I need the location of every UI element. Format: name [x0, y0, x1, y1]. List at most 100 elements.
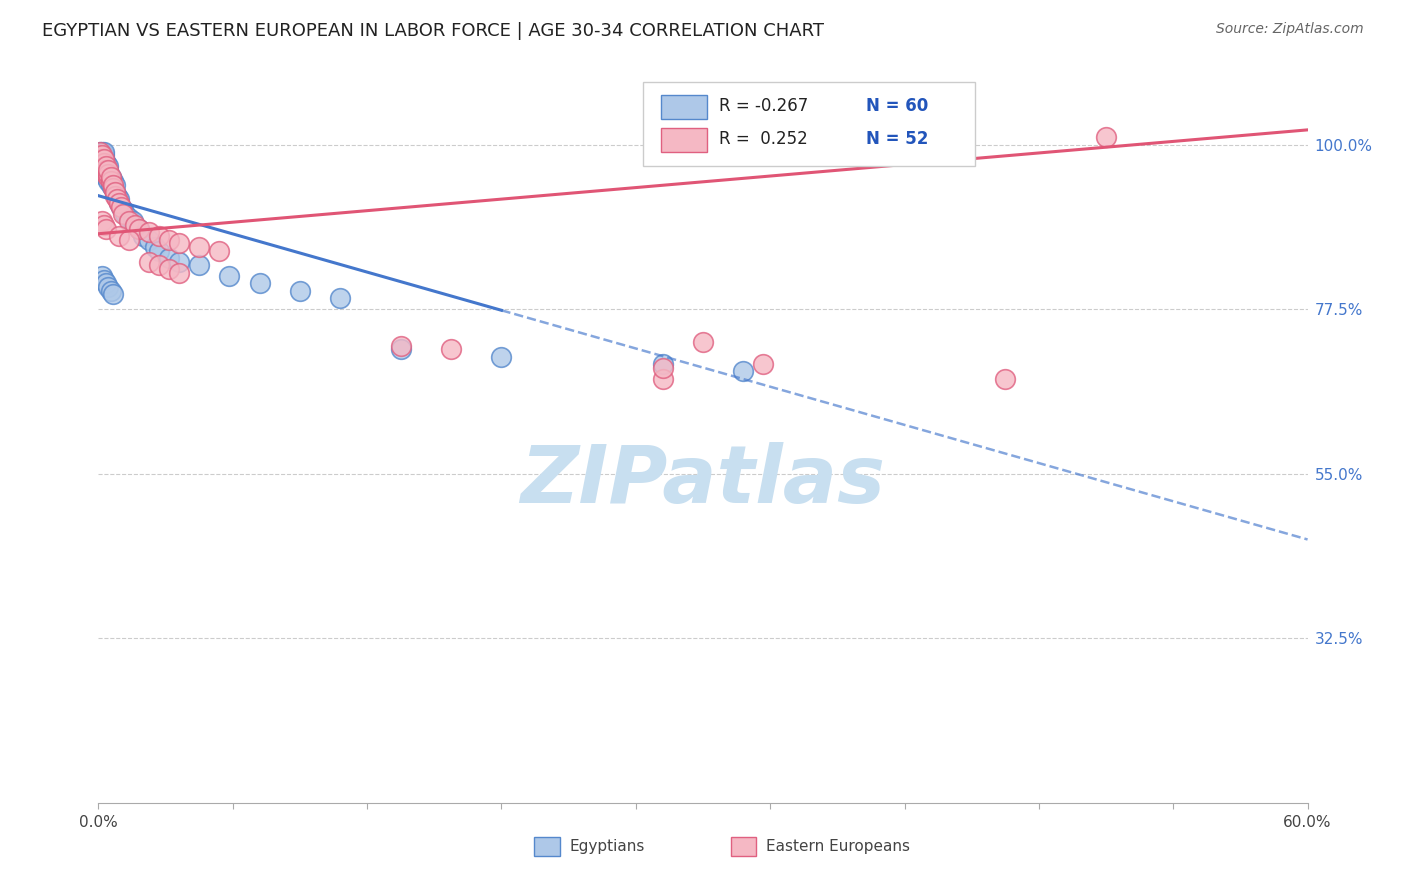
Point — [93, 148, 115, 162]
Point — [96, 160, 118, 174]
Point — [93, 156, 115, 170]
Point — [440, 343, 463, 357]
Point — [93, 163, 115, 178]
Point — [389, 339, 412, 353]
Point — [103, 188, 125, 202]
Point — [93, 218, 115, 232]
Point — [91, 156, 114, 170]
Point — [288, 284, 311, 298]
Point — [100, 170, 122, 185]
Point — [101, 181, 124, 195]
Point — [124, 218, 146, 232]
Point — [91, 156, 114, 170]
Point — [100, 178, 122, 192]
Point — [157, 233, 180, 247]
Point — [96, 277, 118, 291]
Point — [96, 160, 118, 174]
Point — [651, 360, 673, 375]
Point — [96, 156, 118, 170]
Point — [651, 371, 673, 385]
Point — [93, 152, 115, 166]
Point — [89, 145, 111, 159]
Point — [118, 233, 141, 247]
Point — [93, 156, 115, 170]
Point — [148, 229, 170, 244]
Point — [138, 233, 160, 247]
Point — [93, 163, 115, 178]
Point — [157, 251, 180, 265]
Point — [89, 148, 111, 162]
Point — [101, 287, 124, 301]
Point — [100, 170, 122, 185]
Point — [103, 178, 125, 192]
Point — [93, 273, 115, 287]
Text: Egyptians: Egyptians — [569, 839, 645, 854]
Point — [97, 167, 120, 181]
Point — [96, 170, 118, 185]
Point — [101, 174, 124, 188]
Point — [97, 174, 120, 188]
FancyBboxPatch shape — [643, 82, 976, 167]
Point — [249, 277, 271, 291]
Point — [91, 214, 114, 228]
Point — [692, 334, 714, 349]
Point — [128, 221, 150, 235]
Point — [97, 163, 120, 178]
Point — [97, 160, 120, 174]
Text: N = 52: N = 52 — [866, 130, 928, 148]
Point — [148, 258, 170, 272]
Point — [132, 229, 155, 244]
Point — [389, 343, 412, 357]
Point — [329, 291, 352, 305]
Point — [101, 178, 124, 192]
Point — [91, 152, 114, 166]
Point — [121, 214, 143, 228]
FancyBboxPatch shape — [661, 95, 707, 119]
Point — [100, 174, 122, 188]
Point — [91, 160, 114, 174]
Point — [100, 284, 122, 298]
Point — [148, 244, 170, 258]
Point — [143, 240, 166, 254]
Text: EGYPTIAN VS EASTERN EUROPEAN IN LABOR FORCE | AGE 30-34 CORRELATION CHART: EGYPTIAN VS EASTERN EUROPEAN IN LABOR FO… — [42, 22, 824, 40]
Point — [752, 357, 775, 371]
Point — [188, 258, 211, 272]
Text: R = -0.267: R = -0.267 — [718, 97, 808, 115]
Point — [107, 196, 129, 211]
Point — [97, 167, 120, 181]
Point — [167, 254, 190, 268]
Point — [111, 207, 134, 221]
Point — [96, 163, 118, 178]
Point — [107, 229, 129, 244]
Point — [96, 221, 118, 235]
Point — [118, 214, 141, 228]
Point — [93, 160, 115, 174]
Point — [96, 167, 118, 181]
Point — [97, 280, 120, 294]
Text: R =  0.252: R = 0.252 — [718, 130, 807, 148]
Point — [853, 134, 876, 148]
Point — [110, 200, 132, 214]
Point — [107, 196, 129, 211]
Point — [218, 269, 240, 284]
Point — [91, 152, 114, 166]
Point — [91, 148, 114, 162]
Point — [103, 185, 125, 199]
Point — [733, 364, 755, 378]
Point — [167, 266, 190, 280]
Point — [91, 148, 114, 162]
Point — [651, 357, 673, 371]
Point — [89, 152, 111, 166]
Point — [93, 145, 115, 159]
Text: Eastern Europeans: Eastern Europeans — [766, 839, 910, 854]
Text: ZIPatlas: ZIPatlas — [520, 442, 886, 520]
Point — [93, 167, 115, 181]
Point — [111, 203, 134, 218]
Point — [994, 371, 1017, 385]
Point — [157, 261, 180, 276]
Point — [89, 145, 111, 159]
Point — [93, 152, 115, 166]
Point — [208, 244, 231, 258]
Point — [93, 160, 115, 174]
Point — [107, 192, 129, 206]
